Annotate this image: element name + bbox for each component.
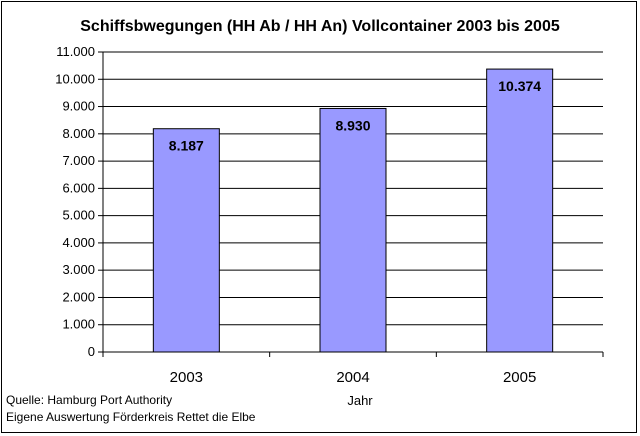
- evaluation-note: Eigene Auswertung Förderkreis Rettet die…: [6, 410, 256, 424]
- y-tick-label: 4.000: [62, 235, 95, 250]
- bar-2004: [319, 107, 387, 353]
- y-tick-label: 6.000: [62, 180, 95, 195]
- y-tick-label: 5.000: [62, 208, 95, 223]
- x-tick-label-2005: 2005: [503, 369, 536, 386]
- y-tick-label: 11.000: [56, 44, 95, 59]
- x-tick-label-2003: 2003: [170, 369, 203, 386]
- bar-2005: [486, 68, 554, 353]
- data-label-2004: 8.930: [335, 117, 370, 133]
- data-label-2003: 8.187: [169, 138, 204, 154]
- x-tick-label-2004: 2004: [336, 369, 369, 386]
- chart-title: Schiffsbwegungen (HH Ab / HH An) Vollcon…: [80, 18, 560, 35]
- y-tick-label: 3.000: [62, 262, 95, 277]
- y-tick-label: 8.000: [62, 126, 95, 141]
- bar-2003: [152, 128, 220, 353]
- y-tick-label: 1.000: [62, 317, 95, 332]
- y-tick-label: 7.000: [62, 153, 95, 168]
- y-tick-label: 2.000: [62, 289, 95, 304]
- source-note: Quelle: Hamburg Port Authority: [6, 393, 173, 407]
- x-axis-title: Jahr: [347, 393, 373, 408]
- data-label-2005: 10.374: [498, 78, 541, 94]
- y-tick-label: 9.000: [62, 99, 95, 114]
- y-tick-label: 0: [88, 344, 95, 359]
- y-tick-label: 10.000: [55, 71, 95, 86]
